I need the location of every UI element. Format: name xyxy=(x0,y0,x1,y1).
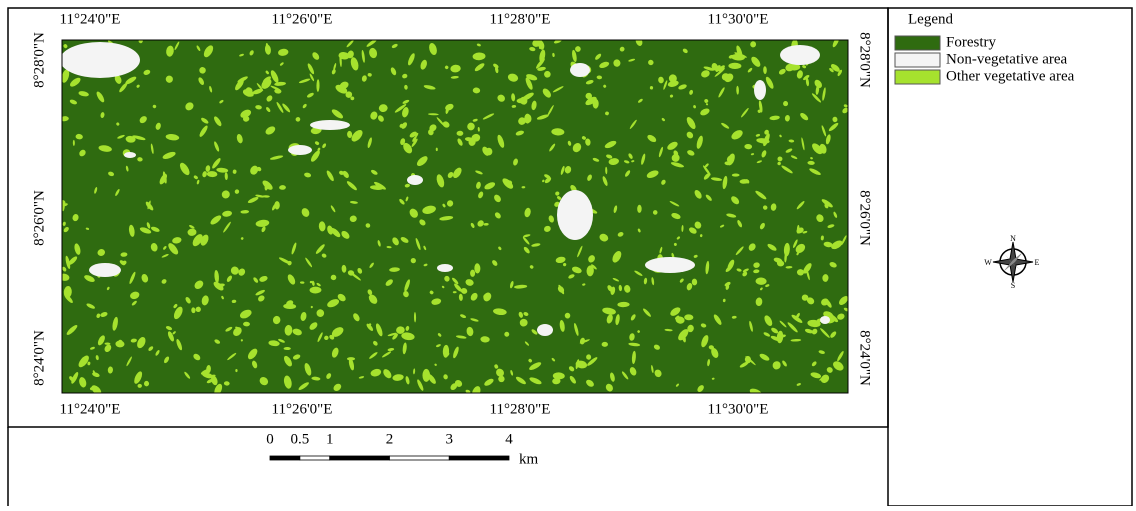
non-vegetative-patch xyxy=(124,152,136,158)
non-vegetative-patch xyxy=(820,316,830,324)
scale-segment xyxy=(300,456,330,460)
non-vegetative-patch xyxy=(557,190,593,240)
longitude-label: 11°24'0"E xyxy=(60,401,121,417)
legend-title: Legend xyxy=(908,11,953,27)
latitude-label: 8°28'0"N xyxy=(31,32,47,88)
scale-unit: km xyxy=(519,451,539,467)
longitude-label: 11°24'0"E xyxy=(60,11,121,27)
land-cover-map xyxy=(58,35,850,399)
longitude-label: 11°28'0"E xyxy=(490,401,551,417)
longitude-label: 11°30'0"E xyxy=(708,401,769,417)
scale-label: 3 xyxy=(446,431,454,447)
non-vegetative-patch xyxy=(407,175,423,185)
longitude-label: 11°26'0"E xyxy=(272,401,333,417)
compass-s: S xyxy=(1011,281,1015,290)
latitude-label: 8°26'0"N xyxy=(31,190,47,246)
compass-w: W xyxy=(984,258,992,267)
non-vegetative-patch xyxy=(570,63,590,77)
non-vegetative-patch xyxy=(89,263,121,277)
latitude-label: 8°24'0"N xyxy=(857,330,873,386)
north-arrow: N S E W xyxy=(984,234,1039,290)
other-vegetation-patch xyxy=(498,376,504,382)
scale-label: 0 xyxy=(266,431,274,447)
non-vegetative-patch xyxy=(288,145,312,155)
non-vegetative-patch xyxy=(60,42,140,78)
latitude-label: 8°28'0"N xyxy=(857,32,873,88)
map-layout: Legend N S E W 11°24'0"E 11°26'0"E 11°28'0… xyxy=(0,0,1136,506)
non-vegetative-patch xyxy=(310,120,350,130)
other-vegetation-patch xyxy=(602,342,608,347)
legend-swatch xyxy=(895,53,940,67)
scale-segment xyxy=(390,456,450,460)
compass-e: E xyxy=(1035,258,1040,267)
scale-label: 4 xyxy=(505,431,513,447)
latitude-label: 8°24'0"N xyxy=(31,330,47,386)
non-vegetative-patch xyxy=(780,45,820,65)
compass-n: N xyxy=(1010,234,1016,243)
legend-swatch xyxy=(895,70,940,84)
non-vegetative-patch xyxy=(537,324,553,336)
longitude-label: 11°30'0"E xyxy=(708,11,769,27)
scale-segment xyxy=(449,456,509,460)
scale-label: 2 xyxy=(386,431,394,447)
non-vegetative-patch xyxy=(754,80,766,100)
scale-segment xyxy=(330,456,390,460)
legend-label: Other vegetative area xyxy=(946,68,1075,84)
other-vegetation-patch xyxy=(470,270,475,277)
legend-swatch xyxy=(895,36,940,50)
scale-label: 1 xyxy=(326,431,334,447)
other-vegetation-patch xyxy=(457,131,464,136)
latitude-label: 8°26'0"N xyxy=(857,190,873,246)
non-vegetative-patch xyxy=(645,257,695,273)
legend-label: Forestry xyxy=(946,34,996,50)
legend-label: Non-vegetative area xyxy=(946,51,1068,67)
longitude-label: 11°26'0"E xyxy=(272,11,333,27)
non-vegetative-patch xyxy=(437,264,453,272)
longitude-label: 11°28'0"E xyxy=(490,11,551,27)
scale-segment xyxy=(270,456,300,460)
scale-label: 0.5 xyxy=(291,431,310,447)
